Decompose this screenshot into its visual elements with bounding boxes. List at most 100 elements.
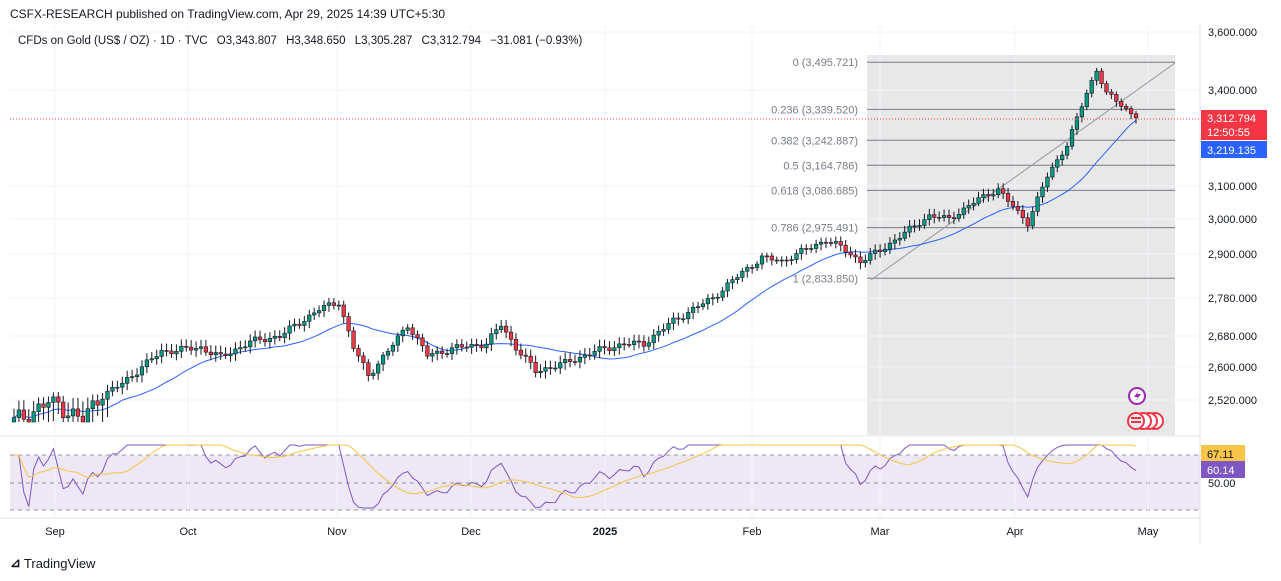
candle-body[interactable]	[887, 242, 893, 250]
candle-body[interactable]	[868, 253, 873, 261]
candle-body[interactable]	[558, 362, 563, 369]
candle-body[interactable]	[681, 318, 686, 321]
candle-body[interactable]	[927, 214, 932, 220]
candle-body[interactable]	[193, 348, 199, 351]
candle-body[interactable]	[691, 306, 696, 313]
candle-body[interactable]	[1119, 100, 1124, 107]
candle-body[interactable]	[198, 346, 204, 349]
candle-body[interactable]	[646, 342, 651, 347]
candle-body[interactable]	[617, 343, 622, 349]
candle-body[interactable]	[1050, 166, 1055, 178]
candle-body[interactable]	[326, 302, 332, 306]
candle-body[interactable]	[410, 327, 415, 335]
candle-body[interactable]	[981, 194, 986, 198]
candle-body[interactable]	[671, 317, 676, 324]
candle-body[interactable]	[686, 312, 691, 320]
candle-body[interactable]	[405, 327, 410, 331]
candle-body[interactable]	[627, 344, 632, 346]
candle-body[interactable]	[144, 359, 149, 368]
candle-body[interactable]	[499, 325, 504, 330]
candle-body[interactable]	[976, 197, 981, 204]
candle-body[interactable]	[1128, 108, 1134, 115]
candle-body[interactable]	[863, 260, 868, 264]
candle-body[interactable]	[833, 241, 838, 244]
candle-body[interactable]	[435, 350, 440, 354]
candle-body[interactable]	[120, 382, 125, 388]
candle-body[interactable]	[710, 297, 715, 300]
candle-body[interactable]	[351, 330, 356, 349]
candle-body[interactable]	[454, 344, 459, 349]
candle-body[interactable]	[543, 367, 548, 372]
candle-body[interactable]	[794, 253, 799, 260]
candle-body[interactable]	[991, 194, 996, 197]
candle-body[interactable]	[51, 396, 56, 403]
candle-body[interactable]	[661, 329, 666, 332]
candle-body[interactable]	[946, 215, 952, 218]
candle-body[interactable]	[612, 347, 617, 352]
candle-body[interactable]	[636, 340, 642, 343]
candle-body[interactable]	[996, 188, 1001, 196]
candle-body[interactable]	[553, 367, 558, 370]
candle-body[interactable]	[941, 215, 947, 218]
candle-body[interactable]	[66, 415, 71, 418]
candle-body[interactable]	[415, 334, 420, 339]
candle-body[interactable]	[11, 417, 17, 423]
candle-body[interactable]	[814, 243, 819, 249]
candle-body[interactable]	[548, 367, 553, 369]
candle-body[interactable]	[484, 343, 489, 349]
candle-body[interactable]	[1094, 70, 1099, 81]
candle-body[interactable]	[818, 241, 824, 245]
candle-body[interactable]	[85, 408, 90, 423]
candle-body[interactable]	[922, 219, 927, 226]
candle-body[interactable]	[1114, 94, 1119, 102]
candle-body[interactable]	[538, 370, 543, 373]
candle-body[interactable]	[341, 304, 346, 317]
candle-body[interactable]	[759, 255, 765, 265]
candle-body[interactable]	[892, 239, 897, 244]
candle-body[interactable]	[878, 249, 883, 252]
candle-body[interactable]	[1079, 106, 1084, 118]
candle-body[interactable]	[459, 344, 464, 348]
candle-body[interactable]	[641, 341, 646, 347]
candle-body[interactable]	[676, 317, 681, 320]
candle-body[interactable]	[779, 259, 784, 262]
candle-body[interactable]	[464, 346, 469, 349]
candle-body[interactable]	[774, 259, 779, 262]
candle-body[interactable]	[695, 306, 701, 308]
candle-body[interactable]	[715, 296, 720, 299]
candle-body[interactable]	[169, 350, 174, 355]
candle-body[interactable]	[764, 255, 770, 258]
candle-body[interactable]	[149, 358, 154, 361]
candle-body[interactable]	[189, 346, 194, 351]
candle-body[interactable]	[115, 386, 120, 389]
candle-body[interactable]	[267, 338, 272, 342]
candle-body[interactable]	[16, 409, 22, 418]
candle-body[interactable]	[725, 282, 730, 292]
candle-body[interactable]	[1089, 80, 1094, 94]
candle-body[interactable]	[971, 202, 976, 206]
candle-body[interactable]	[297, 323, 302, 326]
candle-body[interactable]	[1040, 186, 1045, 198]
candle-body[interactable]	[159, 350, 164, 357]
candle-body[interactable]	[420, 337, 425, 347]
candle-body[interactable]	[440, 350, 445, 354]
candle-body[interactable]	[1010, 200, 1016, 207]
candle-body[interactable]	[740, 270, 745, 278]
candle-body[interactable]	[61, 401, 66, 418]
candle-body[interactable]	[105, 390, 110, 400]
candle-body[interactable]	[444, 353, 450, 355]
candle-body[interactable]	[238, 347, 243, 350]
candle-body[interactable]	[213, 352, 218, 356]
candle-body[interactable]	[882, 248, 888, 252]
candle-body[interactable]	[1035, 196, 1040, 212]
candle-body[interactable]	[823, 241, 829, 244]
candle-body[interactable]	[1060, 154, 1065, 161]
candle-body[interactable]	[1065, 145, 1070, 156]
candle-body[interactable]	[317, 310, 322, 314]
candle-body[interactable]	[956, 214, 961, 219]
candle-body[interactable]	[366, 362, 371, 376]
candle-body[interactable]	[789, 259, 794, 261]
candle-body[interactable]	[873, 249, 878, 254]
candle-body[interactable]	[1109, 91, 1114, 95]
